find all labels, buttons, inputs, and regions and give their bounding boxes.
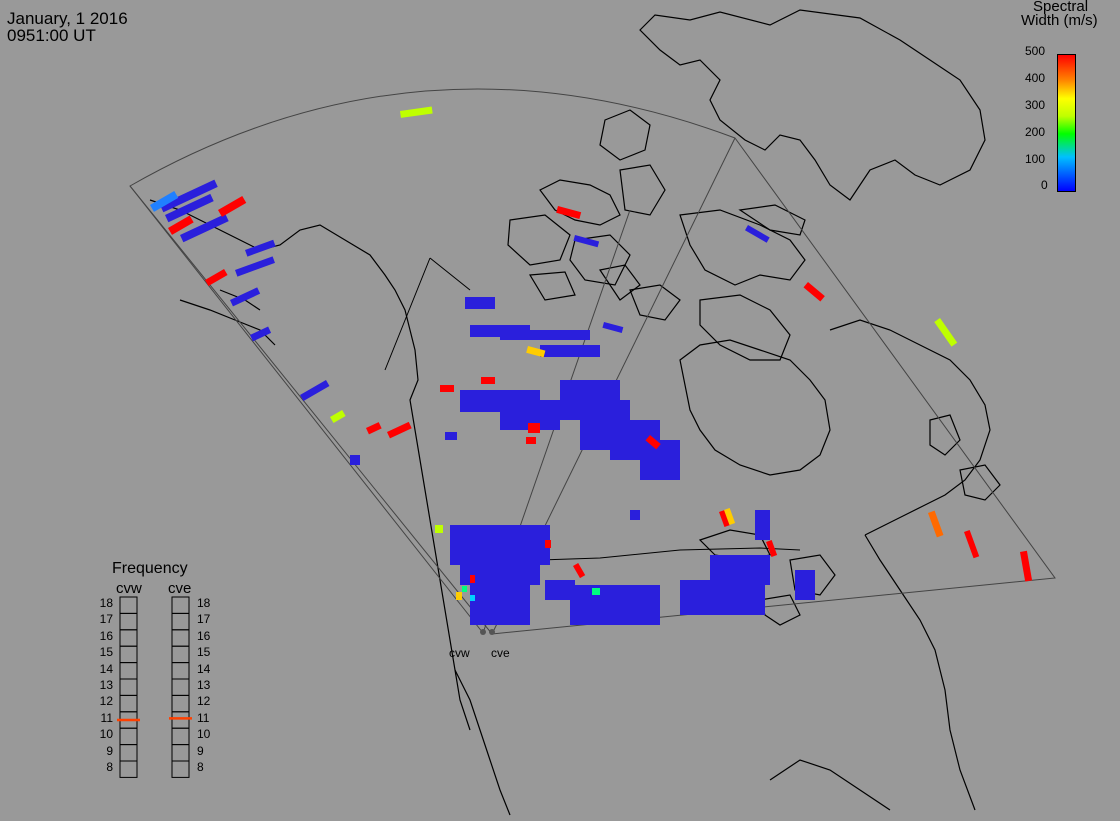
frequency-scale-label: 18 (197, 596, 211, 610)
frequency-scale-label: 9 (197, 743, 204, 758)
frequency-radar-label: cvw (116, 580, 142, 597)
frequency-scale-label: 10 (99, 727, 113, 742)
date-label: January, 1 2016 (7, 9, 128, 28)
frequency-scale-label: 18 (99, 596, 113, 610)
frequency-scale-label: 16 (197, 628, 211, 643)
colorbar-tick: 200 (1025, 125, 1046, 139)
frequency-scale-label: 11 (100, 710, 113, 725)
frequency-scale-label: 16 (99, 628, 113, 643)
frequency-scale-label: 9 (106, 743, 113, 758)
frequency-scale-label: 10 (197, 727, 211, 742)
frequency-scale-label: 8 (197, 760, 204, 774)
radar-site-label: cvw (449, 646, 470, 660)
frequency-scale-label: 17 (197, 612, 211, 627)
frequency-title: Frequency (112, 560, 188, 577)
scatter-layer (150, 106, 1033, 625)
frequency-scale-label: 13 (197, 678, 211, 692)
frequency-scale-label: 13 (99, 678, 113, 692)
frequency-scale-label: 14 (99, 661, 113, 676)
frequency-scale-label: 17 (99, 612, 113, 627)
frequency-scale-label: 12 (99, 694, 113, 709)
time-label: 0951:00 UT (7, 26, 96, 45)
colorbar-tick: 300 (1025, 98, 1046, 112)
radar-site-label: cve (491, 646, 510, 660)
frequency-scale-label: 15 (99, 645, 113, 660)
frequency-scale-label: 15 (197, 645, 211, 660)
colorbar (1057, 54, 1076, 192)
colorbar-tick: 400 (1025, 71, 1046, 85)
radar-site-marker (489, 629, 495, 635)
frequency-scale-label: 8 (106, 760, 113, 774)
radar-site-marker (480, 629, 486, 635)
frequency-scale-label: 11 (197, 710, 210, 725)
colorbar-title-line1: Spectral (1033, 0, 1089, 15)
colorbar-title-line2: Width (m/s) (1021, 12, 1098, 29)
frequency-scale-label: 12 (197, 694, 211, 709)
fov-outline (129, 88, 1056, 635)
colorbar-tick: 100 (1025, 152, 1046, 166)
frequency-scale-label: 14 (197, 661, 211, 676)
colorbar-tick: 0 (1041, 178, 1048, 192)
colorbar-tick: 500 (1025, 44, 1046, 58)
frequency-radar-label: cve (168, 580, 192, 597)
